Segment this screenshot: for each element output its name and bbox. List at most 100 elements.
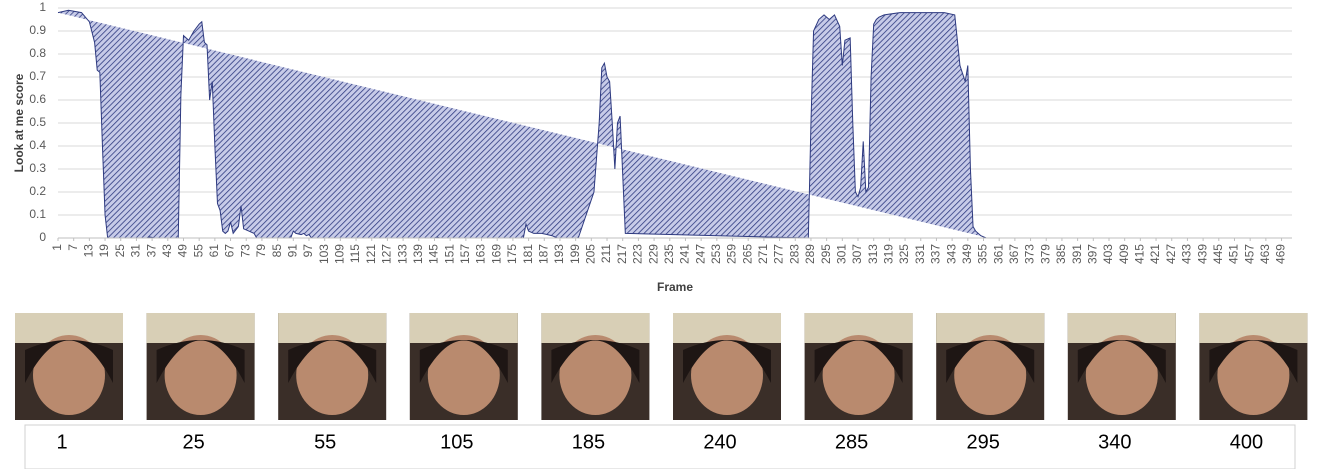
x-tick-label: 79 — [254, 244, 268, 258]
hair — [1209, 340, 1298, 383]
frame-caption: 185 — [572, 431, 605, 453]
face — [164, 335, 237, 415]
x-tick-label: 409 — [1117, 244, 1131, 264]
x-tick-label: 259 — [725, 244, 739, 264]
y-tick-label: 0.2 — [29, 184, 46, 198]
x-tick-label: 157 — [458, 244, 472, 264]
x-tick-label: 175 — [505, 244, 519, 264]
y-tick-label: 0.7 — [29, 69, 46, 83]
face — [1217, 335, 1290, 415]
face — [427, 335, 500, 415]
x-tick-label: 37 — [144, 244, 158, 258]
x-tick-label: 439 — [1195, 244, 1209, 264]
x-tick-label: 133 — [395, 244, 409, 264]
x-tick-label: 67 — [223, 244, 237, 258]
x-tick-label: 181 — [521, 244, 535, 264]
x-tick-label: 415 — [1133, 244, 1147, 264]
x-tick-label: 295 — [819, 244, 833, 264]
hair — [551, 340, 640, 383]
hair — [1077, 340, 1166, 383]
x-tick-label: 385 — [1054, 244, 1068, 264]
x-tick-label: 367 — [1007, 244, 1021, 264]
x-tick-label: 337 — [929, 244, 943, 264]
x-tick-label: 325 — [897, 244, 911, 264]
x-tick-label: 229 — [646, 244, 660, 264]
frame-caption: 400 — [1230, 431, 1263, 453]
face — [822, 335, 895, 415]
x-tick-label: 151 — [442, 244, 456, 264]
x-tick-label: 91 — [285, 244, 299, 258]
x-tick-label: 103 — [317, 244, 331, 264]
x-tick-label: 145 — [427, 244, 441, 264]
x-tick-label: 403 — [1101, 244, 1115, 264]
x-tick-label: 433 — [1180, 244, 1194, 264]
hair — [288, 340, 377, 383]
x-tick-label: 115 — [348, 244, 362, 263]
x-tick-label: 265 — [740, 244, 754, 264]
x-tick-label: 289 — [803, 244, 817, 264]
x-tick-label: 361 — [991, 244, 1005, 264]
x-tick-label: 253 — [709, 244, 723, 264]
x-tick-label: 307 — [850, 244, 864, 264]
x-tick-label: 61 — [207, 244, 221, 258]
frame-caption: 105 — [440, 431, 473, 453]
x-tick-label: 349 — [960, 244, 974, 264]
x-tick-label: 97 — [301, 244, 315, 258]
hair — [25, 340, 113, 383]
frame-caption: 1 — [56, 431, 67, 453]
x-tick-label: 163 — [474, 244, 488, 264]
face — [559, 335, 632, 415]
frame-caption: 285 — [835, 431, 868, 453]
x-tick-label: 319 — [882, 244, 896, 264]
x-tick-label: 205 — [584, 244, 598, 264]
x-tick-label: 463 — [1258, 244, 1272, 264]
x-tick-label: 109 — [333, 244, 347, 264]
x-tick-label: 313 — [866, 244, 880, 264]
frame-caption: 240 — [703, 431, 736, 453]
x-tick-label: 121 — [364, 244, 378, 264]
x-tick-label: 451 — [1227, 244, 1241, 264]
y-tick-label: 0.5 — [29, 115, 46, 129]
x-tick-label: 235 — [662, 244, 676, 264]
frame-caption: 340 — [1098, 431, 1131, 453]
face — [1085, 335, 1158, 415]
y-tick-label: 0.4 — [29, 138, 46, 152]
x-tick-label: 271 — [756, 244, 770, 264]
y-tick-label: 0.3 — [29, 161, 46, 175]
y-tick-label: 0.6 — [29, 92, 46, 106]
x-tick-label: 31 — [129, 244, 143, 258]
hair — [946, 340, 1035, 383]
y-tick-label: 0.1 — [29, 207, 46, 221]
x-tick-label: 301 — [834, 244, 848, 264]
hair — [419, 340, 508, 383]
x-tick-label: 169 — [489, 244, 503, 264]
x-tick-label: 397 — [1085, 244, 1099, 264]
x-tick-label: 421 — [1148, 244, 1162, 264]
x-tick-label: 247 — [693, 244, 707, 264]
thumbnails — [15, 313, 1308, 420]
x-tick-label: 199 — [568, 244, 582, 264]
x-tick-label: 187 — [536, 244, 550, 264]
x-tick-label: 331 — [913, 244, 927, 264]
x-tick-label: 55 — [191, 244, 205, 258]
face — [954, 335, 1027, 415]
x-tick-label: 277 — [772, 244, 786, 264]
x-tick-label: 193 — [552, 244, 566, 264]
x-tick-label: 127 — [380, 244, 394, 264]
x-tick-label: 19 — [97, 244, 111, 258]
x-tick-label: 43 — [160, 244, 174, 258]
hair — [156, 340, 245, 383]
frame-caption: 55 — [314, 431, 336, 453]
y-tick-label: 1 — [39, 0, 46, 14]
x-tick-label: 379 — [1038, 244, 1052, 264]
x-tick-label: 139 — [411, 244, 425, 264]
x-tick-label: 343 — [944, 244, 958, 264]
x-tick-label: 217 — [615, 244, 629, 264]
x-tick-label: 223 — [631, 244, 645, 264]
x-tick-label: 7 — [66, 244, 80, 251]
x-tick-label: 391 — [1070, 244, 1084, 264]
x-tick-label: 211 — [599, 244, 613, 263]
area — [57, 9, 989, 239]
